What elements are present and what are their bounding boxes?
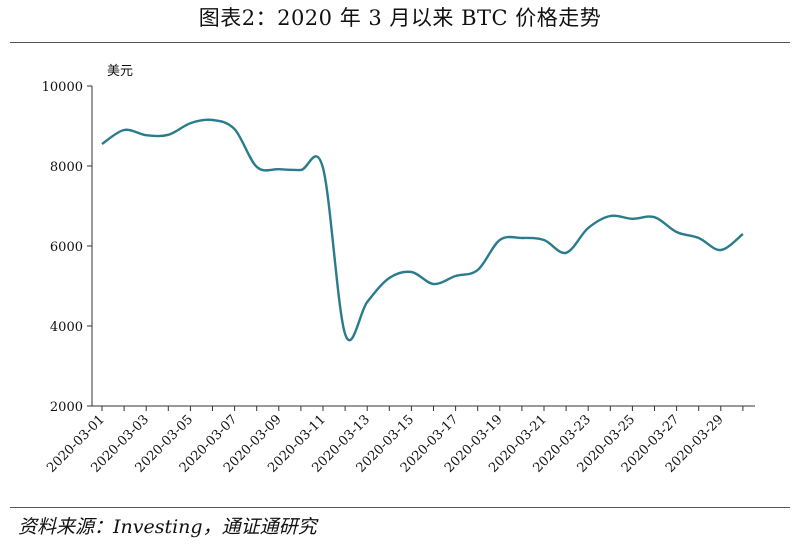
x-axis-ticks: 2020-03-012020-03-032020-03-052020-03-07… [44, 406, 744, 476]
y-tick-label: 6000 [50, 240, 83, 255]
y-tick-label: 4000 [50, 320, 83, 335]
footer-divider [10, 507, 790, 508]
y-axis-unit-label: 美元 [107, 64, 133, 79]
y-tick-label: 10000 [42, 80, 83, 95]
y-axis-ticks: 2000 4000 6000 8000 10000 [42, 80, 92, 415]
y-tick-label: 8000 [50, 160, 83, 175]
source-note: 资料来源：Investing，通证通研究 [18, 516, 317, 538]
series-layer [101, 118, 744, 342]
series-line-btc [101, 118, 744, 342]
chart-axes [91, 86, 755, 407]
title-divider [10, 42, 790, 43]
y-tick-label: 2000 [50, 400, 83, 415]
chart-title: 图表2：2020 年 3 月以来 BTC 价格走势 [198, 6, 602, 30]
